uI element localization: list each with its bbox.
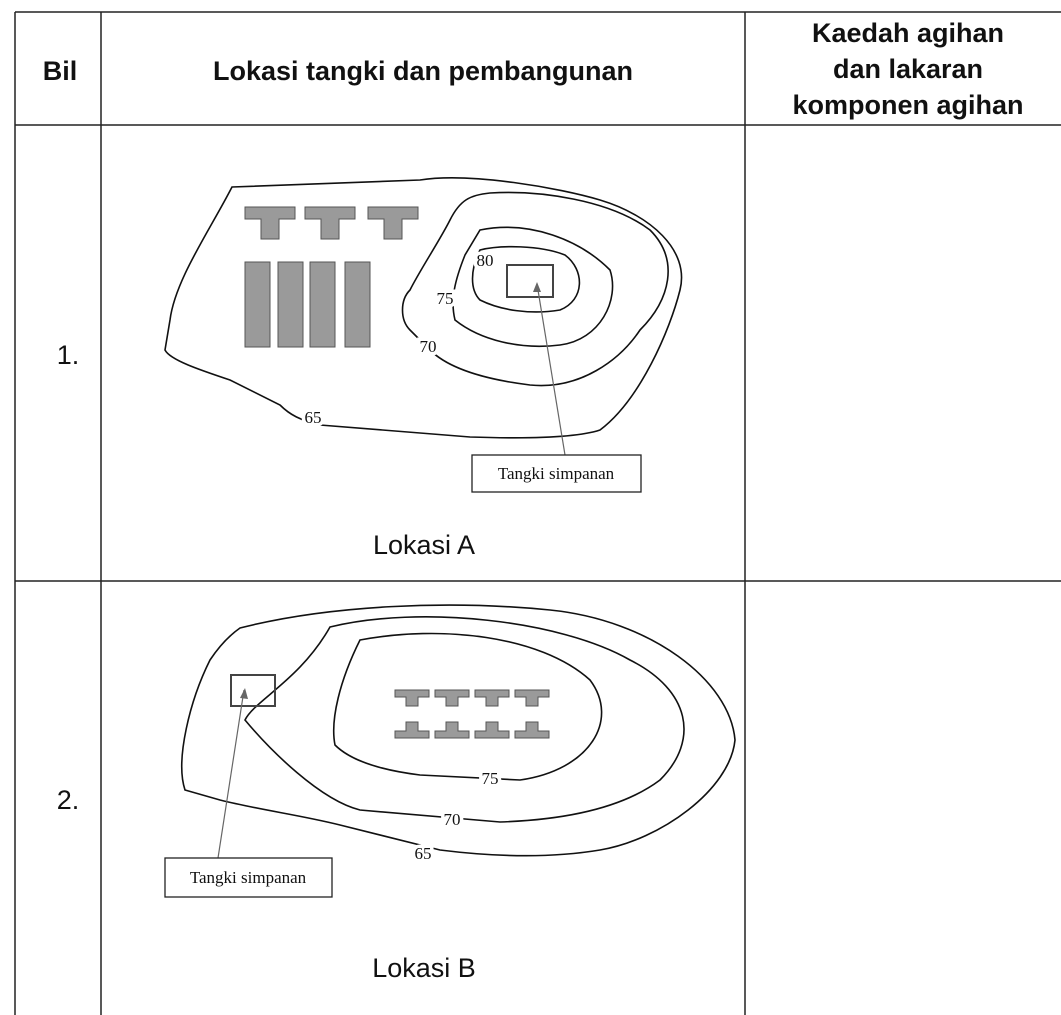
arrow xyxy=(536,283,566,456)
callout-label: Tangki simpanan xyxy=(190,868,307,887)
buildings xyxy=(394,689,550,739)
map-b: 75 70 65 Tangki simpanan xyxy=(164,604,736,898)
header-kaedah: Kaedah agihan xyxy=(812,18,1004,48)
arrow-head xyxy=(533,282,541,292)
caption: Lokasi A xyxy=(373,530,475,560)
contour xyxy=(401,191,669,387)
arrow-head xyxy=(240,688,248,699)
tank xyxy=(506,264,554,298)
table-grid xyxy=(14,11,1061,1015)
buildings xyxy=(244,206,419,348)
caption: Lokasi B xyxy=(372,953,476,983)
tank xyxy=(230,674,276,707)
contour xyxy=(332,632,603,781)
header-kaedah: komponen agihan xyxy=(792,90,1023,120)
header-kaedah: dan lakaran xyxy=(833,54,983,84)
contour xyxy=(244,616,685,823)
contour-label: 65 xyxy=(305,408,322,427)
contour-label: 70 xyxy=(444,810,461,829)
row-number: 2. xyxy=(57,785,80,815)
callout-box xyxy=(164,857,333,898)
callout-box xyxy=(471,454,642,493)
callout-label: Tangki simpanan xyxy=(498,464,615,483)
map-a: 80 75 70 65 Tangki simpanan xyxy=(164,177,683,493)
contour xyxy=(471,245,581,313)
contour xyxy=(452,226,614,348)
arrow xyxy=(217,689,245,859)
contour-label: 80 xyxy=(477,251,494,270)
header-bil: Bil xyxy=(43,56,78,86)
contour-label: 70 xyxy=(420,337,437,356)
contour xyxy=(164,177,683,439)
contour-label: 75 xyxy=(482,769,499,788)
row-number: 1. xyxy=(57,340,80,370)
header-lokasi: Lokasi tangki dan pembangunan xyxy=(213,56,633,86)
contour-label: 65 xyxy=(415,844,432,863)
contour-label: 75 xyxy=(437,289,454,308)
contour xyxy=(181,604,736,857)
